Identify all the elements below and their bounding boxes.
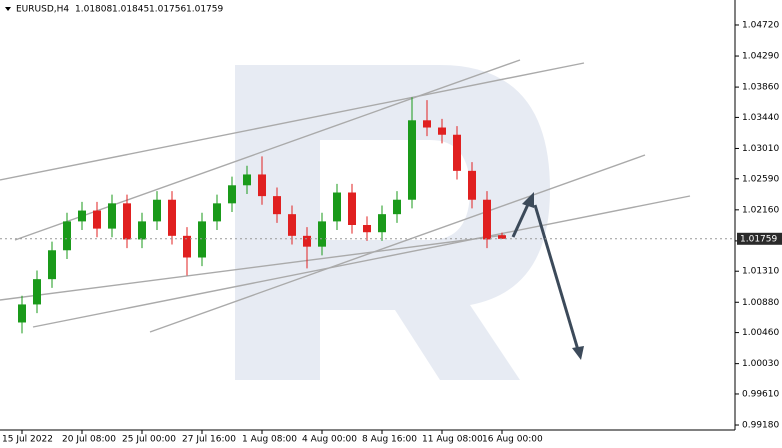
y-tick-label: 0.99610 [742,389,779,399]
x-tick-label: 11 Aug 08:00 [422,435,483,445]
y-tick-label: 0.99180 [742,421,779,431]
candle-body [498,235,506,239]
x-tick-label: 16 Aug 00:00 [482,435,543,445]
candle-body [138,221,146,240]
header-high: 1.01845 [112,5,149,15]
x-tick-label: 8 Aug 16:00 [362,435,417,445]
y-tick-label: 1.00030 [742,359,779,369]
candle-body [333,192,341,222]
forecast-arrows [511,192,584,360]
candle-body [228,185,236,204]
y-tick-label: 1.02160 [742,205,779,215]
y-tick-label: 1.02590 [742,174,779,184]
header-low: 1.01756 [149,5,186,15]
candle-body [63,221,71,251]
candle-body [108,203,116,229]
price-label: 1.01759 [740,234,777,244]
price-label-bg [737,232,782,245]
candle-body [393,199,401,215]
candle-body [318,221,326,247]
candle-body [183,235,191,258]
candle-body [198,221,206,258]
header-open: 1.01808 [75,5,112,15]
candle-body [123,203,131,240]
x-tick-label: 20 Jul 08:00 [62,435,116,445]
candle-body [288,214,296,236]
x-tick-label: 4 Aug 00:00 [302,435,357,445]
candle-body [243,174,251,186]
y-tick-label: 1.04290 [742,52,779,62]
x-tick-label: 15 Jul 2022 [2,435,53,445]
y-tick-label: 1.01310 [742,267,779,277]
y-tick-label: 1.04720 [742,20,779,30]
y-tick-label: 1.03860 [742,83,779,93]
menu-icon [5,7,11,11]
y-tick-label: 1.00460 [742,328,779,338]
symbol: EURUSD,H4 [16,5,69,15]
candle-body [168,199,176,236]
candle-body [153,199,161,222]
candle-body [483,199,491,240]
candle-body [423,120,431,128]
candle-body [18,304,26,323]
candle-body [213,203,221,222]
candle-body [408,120,416,200]
candle-body [33,279,41,305]
candle-body [273,196,281,215]
x-tick-label: 25 Jul 00:00 [122,435,176,445]
y-tick-label: 1.00880 [742,298,779,308]
candle-body [348,192,356,226]
x-tick-label: 1 Aug 08:00 [242,435,297,445]
candle-body [468,170,476,200]
y-tick-label: 1.03010 [742,144,779,154]
candle-body [303,235,311,247]
candle-body [48,250,56,280]
candle-body [93,210,101,229]
candle-body [78,210,86,222]
candle-body [378,214,386,233]
candle-body [438,127,446,135]
header-close: 1.01759 [186,5,223,15]
y-tick-label: 1.03440 [742,113,779,123]
trend-lines [0,59,691,333]
candle-body [453,134,461,171]
candle-body [258,174,266,197]
watermark [235,65,550,380]
x-tick-label: 27 Jul 16:00 [182,435,236,445]
candle-body [363,225,371,233]
